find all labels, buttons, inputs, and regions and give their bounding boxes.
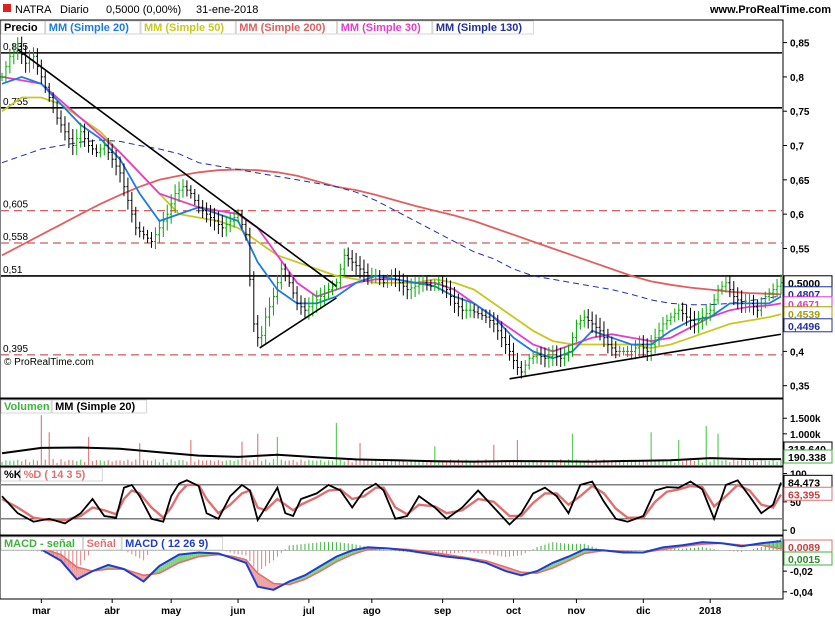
trendline — [259, 297, 337, 349]
y-tick-label: 0,75 — [790, 107, 810, 118]
volume-panel-frame — [0, 398, 784, 467]
macd-panel-frame — [0, 535, 784, 600]
x-tick-label: nov — [568, 606, 586, 617]
chart-date: 31-ene-2018 — [196, 4, 258, 16]
legend-box — [432, 20, 534, 35]
legend-mm130: MM (Simple 130) — [436, 22, 523, 34]
legend-macd_signal: Señal — [87, 538, 116, 550]
y-tick-label: 0,7 — [790, 142, 804, 153]
legend-box — [0, 536, 83, 551]
legend-box — [337, 20, 433, 35]
chart-header: NATRA Diario 0,5000 (0,00%) 31-ene-2018 … — [3, 4, 831, 16]
value-label-box — [783, 486, 833, 501]
horizontal-level-label: 0,395 — [3, 344, 28, 355]
macd-line — [1, 540, 782, 591]
legend-mm30: MM (Simple 30) — [341, 22, 421, 34]
y-tick-label: 50 — [790, 498, 802, 509]
stochastic-value-label: 84,473 — [788, 477, 820, 489]
x-tick-label: jun — [230, 606, 246, 617]
x-tick-label: oct — [506, 606, 522, 617]
stochastic-d-line — [1, 483, 783, 522]
watermark: © ProRealTime.com — [4, 357, 94, 368]
y-tick-label: 0,65 — [790, 176, 810, 187]
legend-volume: Volumen — [4, 401, 50, 413]
x-tick-label: 2018 — [699, 606, 722, 617]
y-tick-label: -0,04 — [790, 588, 813, 599]
y-tick-label: 1.500k — [790, 414, 821, 425]
legend-box — [45, 20, 141, 35]
legend-box — [121, 536, 223, 551]
legend-box — [51, 399, 147, 414]
horizontal-level-label: 0,51 — [3, 265, 23, 276]
x-axis: mar abr may jun jul ago sep oct nov dic 2018 — [32, 599, 722, 617]
legend-box — [140, 20, 236, 35]
mm30-line — [1, 76, 782, 353]
volume-mm20-line — [1, 446, 781, 463]
stochastic-value-label: 63,395 — [788, 489, 820, 501]
macd-value-label: 0,0015 — [788, 554, 820, 566]
site-name: www.ProRealTime.com — [709, 4, 831, 16]
mm20-line — [1, 75, 782, 360]
value-label-box — [783, 551, 833, 566]
y-tick-label: 0 — [790, 526, 796, 537]
y-tick-label: 1.000k — [790, 430, 821, 441]
y-tick-label: 0,6 — [790, 210, 804, 221]
value-label-mm50: 0,4539 — [788, 309, 820, 321]
y-tick-label: 0,35 — [790, 382, 810, 393]
legend-box — [0, 20, 46, 35]
value-label-box — [783, 449, 833, 464]
y-tick-label: 0,55 — [790, 244, 810, 255]
legend-box — [0, 467, 20, 482]
stochastic-k-line — [1, 479, 782, 526]
x-tick-label: sep — [434, 606, 451, 617]
legend-box — [83, 536, 122, 551]
x-tick-label: jul — [302, 606, 315, 617]
legend-mm50: MM (Simple 50) — [144, 22, 224, 34]
legend-box — [0, 399, 52, 414]
legend-macd_line: MACD ( 12 26 9) — [125, 538, 208, 550]
stochastic-panel-frame — [0, 466, 784, 536]
horizontal-level-label: 0,558 — [3, 232, 28, 243]
symbol-name: NATRA — [15, 4, 52, 16]
legend-price: Precio — [4, 22, 38, 34]
mm200-line — [1, 168, 782, 296]
value-label-box — [783, 318, 833, 333]
legend-box — [20, 467, 103, 482]
period-label: Diario — [60, 4, 89, 16]
horizontal-level-label: 0,835 — [3, 42, 28, 53]
legend-mm200: MM (Simple 200) — [239, 22, 326, 34]
x-tick-label: abr — [104, 606, 120, 617]
x-tick-label: ago — [363, 606, 381, 617]
y-tick-label: -0,02 — [790, 567, 813, 578]
y-tick-label: 0,85 — [790, 39, 810, 50]
price-bars — [0, 36, 783, 379]
legend-macd_hist: MACD - señal — [4, 538, 75, 550]
x-tick-label: dic — [636, 606, 651, 617]
y-tick-label: 0,4 — [790, 347, 804, 358]
symbol-marker-icon — [3, 4, 11, 12]
mm130-line — [1, 139, 782, 306]
legend-stoch_k: %K — [4, 469, 22, 481]
x-tick-label: mar — [32, 606, 50, 617]
x-tick-label: may — [161, 606, 181, 617]
legend-stoch_d: %D ( 14 3 5) — [24, 469, 86, 481]
volume-value-label: 190.338 — [788, 452, 826, 464]
legend-box — [235, 20, 337, 35]
horizontal-level-label: 0,605 — [3, 200, 28, 211]
macd-value-label: 0,0089 — [788, 542, 820, 554]
price-panel-frame — [0, 19, 784, 399]
trendline — [509, 333, 782, 380]
value-label-mm20: 0,4496 — [788, 321, 820, 333]
legend-mm20: MM (Simple 20) — [49, 22, 129, 34]
trendline — [17, 48, 337, 287]
last-price-change: 0,5000 (0,00%) — [106, 4, 181, 16]
mm50-line — [1, 96, 782, 349]
legend-volume_mm20: MM (Simple 20) — [55, 401, 135, 413]
y-tick-label: 0,8 — [790, 73, 804, 84]
